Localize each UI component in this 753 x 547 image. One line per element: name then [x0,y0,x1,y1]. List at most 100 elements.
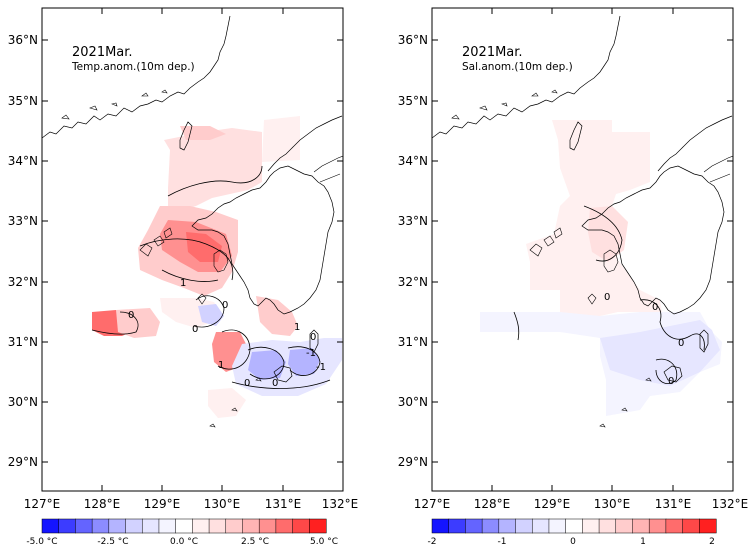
lon-label: 128°E [84,497,121,511]
sal-colorbar-label: 2 [709,537,715,547]
sal-colorbar-label: 0 [570,537,576,547]
lat-label: 35°N [8,94,38,108]
colorbar-swatch [208,518,227,534]
colorbar-swatch [699,518,717,534]
colorbar-swatch [242,518,260,534]
temp-contour-label: 0 [222,300,228,311]
lat-label: 36°N [8,33,38,47]
temperature-panel: 0 0 0 0 0 0 1 1 -1 1 -1 2021Mar. Temp.an… [8,7,359,547]
colorbar-swatch [275,518,294,534]
temp-colorbar-label: -2.5 °C [97,537,128,547]
colorbar-swatch [465,518,483,534]
colorbar-swatch [125,518,143,534]
temp-contour-label: 0 [192,324,198,335]
lon-label: 129°E [144,497,181,511]
lon-label: 130°E [204,497,241,511]
colorbar-swatch [498,518,517,534]
colorbar-swatch [225,518,244,534]
colorbar-swatch [582,518,600,534]
salinity-title: 2021Mar. [462,45,523,60]
colorbar-swatch [309,518,327,534]
temp-colorbar-label: -5.0 °C [26,537,57,547]
lon-label: 132°E [322,497,359,511]
lat-label: 29°N [8,455,38,469]
temperature-lat-axis: 36°N 35°N 34°N 33°N 32°N 31°N 30°N 29°N [8,33,343,469]
sal-contour-label: 0 [678,338,684,349]
colorbar-swatch [91,518,110,534]
colorbar-swatch [141,518,160,534]
lon-label: 127°E [414,497,451,511]
temp-contour-label: 0 [128,310,134,321]
lat-label: 32°N [398,275,428,289]
temp-colorbar-label: 5.0 °C [310,537,338,547]
sal-colorbar-label: 1 [640,537,646,547]
colorbar-swatch [258,518,277,534]
temp-colorbar-label: 0.0 °C [170,537,198,547]
lon-label: 132°E [712,497,749,511]
salinity-lat-axis: 36°N 35°N 34°N 33°N 32°N 31°N 30°N 29°N [398,33,733,469]
temp-contour-label: 0 [310,332,316,343]
lat-label: 30°N [398,395,428,409]
salinity-subtitle: Sal.anom.(10m dep.) [462,61,573,73]
lon-label: 131°E [655,497,692,511]
temperature-title: 2021Mar. [72,45,133,60]
lat-label: 30°N [8,395,38,409]
temperature-colorbar [41,518,327,534]
colorbar-swatch [108,518,127,534]
temp-contour-label: 1 [180,278,186,289]
lat-label: 36°N [398,33,428,47]
lat-label: 34°N [8,154,38,168]
sal-contour-label: 0 [604,292,610,303]
colorbar-swatch [632,518,650,534]
temp-contour-label: -1 [316,362,326,373]
colorbar-swatch [192,518,210,534]
colorbar-swatch [648,518,667,534]
colorbar-swatch [75,518,93,534]
colorbar-swatch [515,518,533,534]
colorbar-swatch [598,518,617,534]
lat-label: 32°N [8,275,38,289]
colorbar-swatch [158,518,177,534]
lat-label: 31°N [398,335,428,349]
temp-contour-label: 1 [294,322,300,333]
temperature-subtitle: Temp.anom.(10m dep.) [71,61,195,73]
lat-label: 29°N [398,455,428,469]
colorbar-swatch [665,518,684,534]
sal-colorbar-label: -2 [428,537,437,547]
colorbar-swatch [565,518,583,534]
salinity-colorbar [431,518,717,534]
colorbar-swatch [682,518,700,534]
colorbar-swatch [615,518,634,534]
colorbar-swatch [41,518,60,534]
temp-colorbar-label: 2.5 °C [241,537,269,547]
salinity-panel: 0 0 0 0 2021Mar. Sal.anom.(10m dep.) 36°… [398,7,749,547]
colorbar-swatch [175,518,193,534]
colorbar-swatch [481,518,500,534]
lat-label: 33°N [8,214,38,228]
sal-contour-label: 0 [668,376,674,387]
temp-contour-label: 0 [272,378,278,389]
temp-contour-label: 0 [244,378,250,389]
lon-label: 129°E [534,497,571,511]
lat-label: 31°N [8,335,38,349]
salinity-lon-axis: 127°E 128°E 129°E 130°E 131°E 132°E [414,8,749,511]
temp-contour-label: -1 [306,348,316,359]
lon-label: 128°E [474,497,511,511]
colorbar-swatch [448,518,466,534]
salinity-anomaly-field [480,120,722,416]
temperature-anomaly-field [91,116,342,418]
lat-label: 34°N [398,154,428,168]
sal-colorbar-label: -1 [498,537,507,547]
colorbar-swatch [548,518,567,534]
lon-label: 130°E [594,497,631,511]
lon-label: 127°E [24,497,61,511]
lon-label: 131°E [265,497,302,511]
lat-label: 35°N [398,94,428,108]
temperature-lon-axis: 127°E 128°E 129°E 130°E 131°E 132°E [24,8,359,511]
sal-contour-label: 0 [652,302,658,313]
lat-label: 33°N [398,214,428,228]
colorbar-swatch [292,518,310,534]
colorbar-swatch [58,518,76,534]
colorbar-swatch [531,518,550,534]
